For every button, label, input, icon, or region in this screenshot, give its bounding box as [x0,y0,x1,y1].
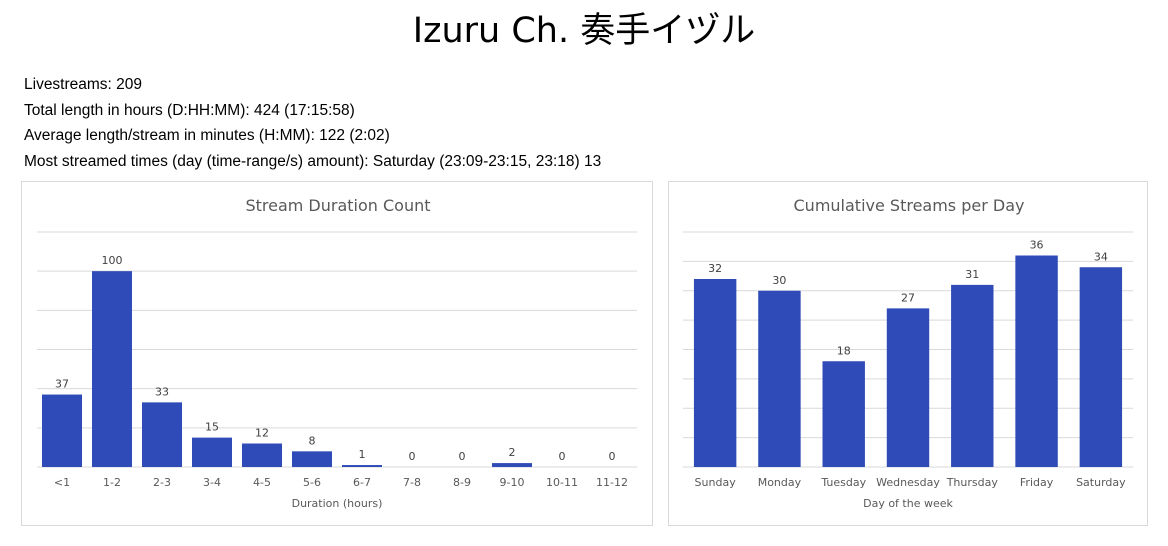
data-label: 100 [102,254,123,267]
x-tick-label: Thursday [946,476,999,489]
bar-9-10 [492,463,532,467]
x-tick-label: 2-3 [153,476,171,489]
bar-Saturday [1079,267,1123,467]
chart-title: Cumulative Streams per Day [794,196,1025,215]
data-label: 27 [901,291,915,304]
bar-Thursday [951,284,994,467]
day-chart: Cumulative Streams per Day 32 Sunday 30 Mond… [683,196,1133,510]
x-tick-label: Sunday [695,476,737,489]
stat-average-length: Average length/stream in minutes (H:MM):… [24,127,390,144]
bar-3-4 [192,437,232,467]
x-tick-label: <1 [54,476,70,489]
x-tick-label: 7-8 [403,476,421,489]
data-label: 15 [205,421,219,434]
x-tick-label: 8-9 [453,476,471,489]
x-tick-label: Friday [1020,476,1054,489]
stat-most-streamed: Most streamed times (day (time-range/s) … [24,152,602,170]
data-label: 0 [459,450,466,463]
x-tick-label: 3-4 [203,476,221,489]
stat-livestreams: Livestreams: 209 [24,76,143,93]
x-tick-label: 5-6 [303,476,321,489]
x-tick-label: Wednesday [876,476,940,489]
data-label: 1 [359,448,366,461]
x-tick-label: 10-11 [546,476,578,489]
day-chart-panel: Cumulative Streams per Day 32 Sunday 30 Mond… [668,181,1148,526]
bar-5-6 [292,451,332,467]
data-label: 36 [1030,239,1044,252]
page-title: Izuru Ch. 奏手イヅル [412,11,756,51]
bar-<1 [42,394,82,467]
data-label: 31 [965,268,979,281]
data-label: 18 [837,344,851,357]
data-label: 37 [55,378,69,391]
data-label: 0 [559,450,566,463]
stats-block: Livestreams: 209 Total length in hours (… [24,72,601,174]
bar-Wednesday [886,308,930,467]
x-tick-label: 1-2 [103,476,121,489]
duration-chart: Stream Duration Count37<11001-2332-3153-… [37,196,637,510]
bar-1-2 [92,271,132,467]
bar-Sunday [693,279,737,467]
stat-total-length: Total length in hours (D:HH:MM): 424 (17… [24,101,355,119]
x-tick-label: 11-12 [596,476,628,489]
bar-4-5 [242,443,282,467]
data-label: 12 [255,427,269,440]
x-tick-label: Monday [758,476,802,489]
x-axis-title: Day of the week [863,497,953,510]
x-tick-label: Tuesday [820,476,866,489]
duration-chart-panel: Stream Duration Count 37 <1 100 1-2 33 2-3 15 3-… [21,181,653,526]
x-tick-label: 4-5 [253,476,271,489]
data-label: 30 [772,274,786,287]
data-label: 2 [509,446,516,459]
x-axis-title: Duration (hours) [292,497,383,510]
bar-Friday [1015,255,1058,467]
bar-6-7 [342,465,382,467]
data-label: 32 [708,262,722,275]
data-label: 34 [1094,250,1108,263]
x-tick-label: Saturday [1076,476,1126,489]
chart-title: Stream Duration Count [245,196,430,215]
data-label: 0 [609,450,616,463]
x-tick-label: 9-10 [500,476,525,489]
bar-2-3 [142,402,182,467]
data-label: 8 [309,434,316,447]
x-tick-label: 6-7 [353,476,371,489]
data-label: 33 [155,385,169,398]
data-label: 0 [409,450,416,463]
bar-Tuesday [822,361,865,467]
bar-Monday [758,290,801,467]
